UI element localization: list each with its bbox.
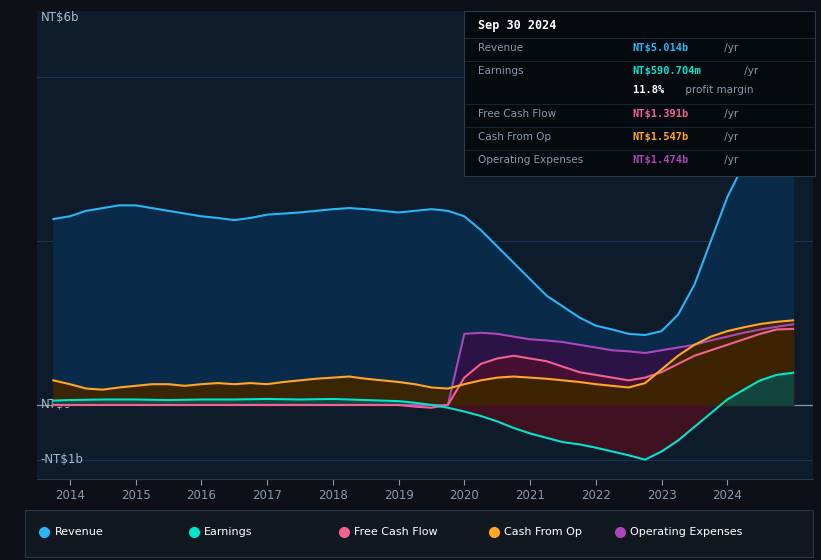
Text: /yr: /yr (721, 109, 738, 119)
Text: -NT$1b: -NT$1b (41, 453, 84, 466)
Text: /yr: /yr (721, 43, 738, 53)
Text: Operating Expenses: Operating Expenses (478, 155, 583, 165)
Text: NT$0: NT$0 (41, 399, 71, 412)
Text: NT$1.391b: NT$1.391b (632, 109, 689, 119)
Text: Cash From Op: Cash From Op (478, 132, 551, 142)
Text: /yr: /yr (721, 155, 738, 165)
Text: Cash From Op: Cash From Op (504, 528, 582, 538)
Text: Sep 30 2024: Sep 30 2024 (478, 20, 557, 32)
Text: Operating Expenses: Operating Expenses (630, 528, 742, 538)
Text: NT$590.704m: NT$590.704m (632, 66, 701, 76)
Text: Earnings: Earnings (204, 528, 253, 538)
Text: Revenue: Revenue (478, 43, 523, 53)
Text: NT$5.014b: NT$5.014b (632, 43, 689, 53)
Text: Revenue: Revenue (54, 528, 103, 538)
Text: /yr: /yr (721, 132, 738, 142)
Text: /yr: /yr (741, 66, 758, 76)
Text: 11.8%: 11.8% (632, 86, 664, 96)
Text: NT$1.474b: NT$1.474b (632, 155, 689, 165)
Text: profit margin: profit margin (681, 86, 753, 96)
Text: Free Cash Flow: Free Cash Flow (354, 528, 438, 538)
Text: Earnings: Earnings (478, 66, 524, 76)
Text: NT$6b: NT$6b (41, 11, 80, 24)
Text: NT$1.547b: NT$1.547b (632, 132, 689, 142)
Text: Free Cash Flow: Free Cash Flow (478, 109, 556, 119)
